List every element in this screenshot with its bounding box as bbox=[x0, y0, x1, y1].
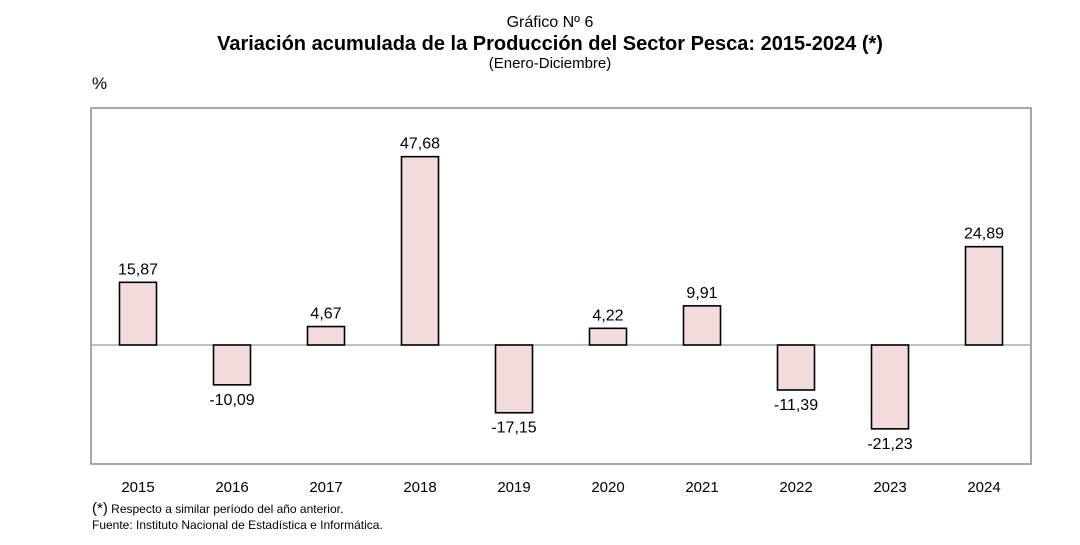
chart-header: Gráfico Nº 6 Variación acumulada de la P… bbox=[0, 14, 1080, 72]
data-label-2016: -10,09 bbox=[209, 392, 254, 409]
data-label-2023: -21,23 bbox=[867, 436, 912, 453]
data-label-2019: -17,15 bbox=[491, 420, 536, 437]
data-label-2022: -11,39 bbox=[774, 397, 818, 414]
bar-2023 bbox=[870, 344, 910, 430]
data-label-2020: 4,22 bbox=[592, 307, 623, 324]
footnote-source: Fuente: Instituto Nacional de Estadístic… bbox=[92, 518, 383, 532]
bar-2024 bbox=[964, 245, 1004, 346]
bar-2022 bbox=[776, 344, 816, 391]
plot-frame bbox=[90, 107, 1032, 465]
data-label-2017: 4,67 bbox=[310, 306, 341, 323]
bar-2018 bbox=[400, 155, 440, 346]
x-tick-2015: 2015 bbox=[121, 479, 154, 496]
x-tick-2023: 2023 bbox=[873, 479, 906, 496]
footnote-note: (*) Respecto a similar período del año a… bbox=[92, 501, 383, 517]
y-unit-label: % bbox=[92, 74, 108, 93]
x-tick-2016: 2016 bbox=[215, 479, 248, 496]
bar-2015 bbox=[118, 281, 158, 346]
data-label-2024: 24,89 bbox=[964, 226, 1004, 243]
chart-period: (Enero-Diciembre) bbox=[488, 55, 612, 72]
chart-title: Variación acumulada de la Producción del… bbox=[217, 33, 883, 55]
x-tick-2024: 2024 bbox=[967, 479, 1000, 496]
footnote-mark: (*) bbox=[92, 500, 108, 517]
footnotes: (*) Respecto a similar período del año a… bbox=[92, 501, 383, 533]
bar-2021 bbox=[682, 305, 722, 346]
data-label-2021: 9,91 bbox=[686, 285, 717, 302]
x-tick-2020: 2020 bbox=[591, 479, 624, 496]
bar-2019 bbox=[494, 344, 534, 414]
data-label-2015: 15,87 bbox=[118, 261, 158, 278]
data-label-2018: 47,68 bbox=[400, 136, 440, 153]
bar-2020 bbox=[588, 327, 628, 346]
x-tick-2017: 2017 bbox=[309, 479, 342, 496]
x-tick-2019: 2019 bbox=[497, 479, 530, 496]
figure-label: Gráfico Nº 6 bbox=[506, 14, 594, 31]
bar-2017 bbox=[306, 325, 346, 346]
bar-2016 bbox=[212, 344, 252, 386]
x-tick-2021: 2021 bbox=[685, 479, 718, 496]
footnote-text: Respecto a similar período del año anter… bbox=[107, 502, 344, 516]
x-tick-2022: 2022 bbox=[779, 479, 812, 496]
x-tick-2018: 2018 bbox=[403, 479, 436, 496]
